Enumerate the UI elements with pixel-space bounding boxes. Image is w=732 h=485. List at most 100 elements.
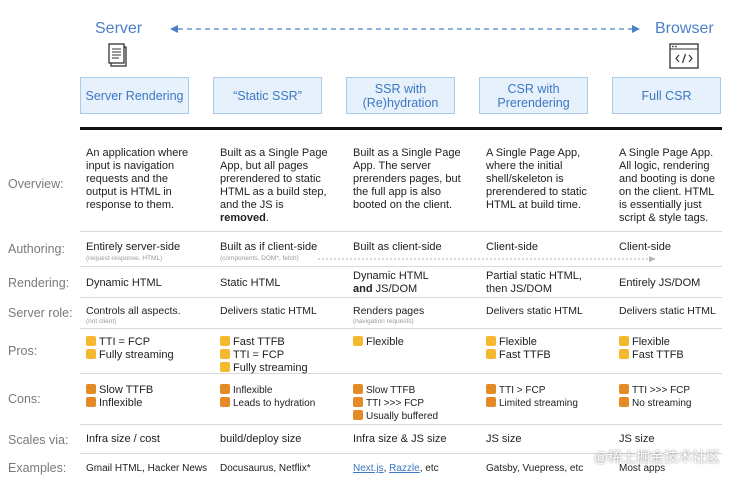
cons-csr-prerendering: TTI > FCP Limited streaming <box>486 384 578 410</box>
server-document-icon <box>108 43 127 67</box>
pro-text: Fast TTFB <box>233 336 285 348</box>
pro-text: Fast TTFB <box>632 349 684 361</box>
column-ssr-rehydration: SSR with (Re)hydration <box>346 77 455 114</box>
overview-server-rendering: An application where input is navigation… <box>86 147 189 211</box>
authoring-sub-0: (request-response, HTML) <box>86 255 163 262</box>
overview-csr-prerendering: A Single Page App, where the initial she… <box>486 147 587 211</box>
rendering-csr-prerendering: Partial static HTML, then JS/DOM <box>486 270 582 295</box>
con-item: Limited streaming <box>486 397 578 410</box>
con-text: Limited streaming <box>499 398 578 409</box>
row-label-examples: Examples: <box>8 461 67 475</box>
server-role-sub-1: (navigation requests) <box>353 318 414 325</box>
thumbs-up-icon <box>86 336 96 346</box>
pro-item: Fast TTFB <box>220 336 308 349</box>
row-divider <box>80 266 722 267</box>
authoring-ssr-rehydration: Built as client-side <box>353 241 442 253</box>
authoring-static-ssr: Built as if client-side <box>220 241 318 253</box>
thumbs-down-icon <box>353 410 363 420</box>
removed-word: removed <box>220 212 266 224</box>
con-item: TTI >>> FCP <box>353 397 438 410</box>
row-label-rendering: Rendering: <box>8 276 70 290</box>
row-label-authoring: Authoring: <box>8 242 65 256</box>
rendering-full-csr: Entirely JS/DOM <box>619 277 701 289</box>
con-text: Usually buffered <box>366 411 439 422</box>
con-text: No streaming <box>632 398 692 409</box>
server-role-ssr-rehydration: Renders pages <box>353 305 425 317</box>
column-label: CSR with Prerendering <box>497 81 570 110</box>
scales-csr-prerendering: JS size <box>486 433 522 445</box>
nextjs-link[interactable]: Next.js <box>353 463 384 474</box>
con-item: Slow TTFB <box>86 384 153 397</box>
thumbs-down-icon <box>86 397 96 407</box>
server-role-full-csr: Delivers static HTML <box>619 305 716 317</box>
row-label-overview: Overview: <box>8 177 64 191</box>
con-text: Leads to hydration <box>233 398 316 409</box>
column-label: SSR with (Re)hydration <box>362 81 439 110</box>
rendering-and-suffix: JS/DOM <box>372 283 418 295</box>
con-text: TTI >>> FCP <box>366 398 425 409</box>
con-text: Inflexible <box>233 385 273 396</box>
cons-full-csr: TTI >>> FCP No streaming <box>619 384 691 410</box>
thumbs-up-icon <box>353 336 363 346</box>
thumbs-up-icon <box>619 349 629 359</box>
thumbs-up-icon <box>220 336 230 346</box>
pro-text: TTI = FCP <box>233 349 285 361</box>
column-full-csr: Full CSR <box>612 77 721 114</box>
con-item: Inflexible <box>86 397 153 410</box>
rendering-static-ssr: Static HTML <box>220 277 281 289</box>
header-divider <box>80 127 722 130</box>
authoring-csr-prerendering: Client-side <box>486 241 538 253</box>
row-divider <box>80 453 722 454</box>
thumbs-down-icon <box>486 397 496 407</box>
con-text: TTI >>> FCP <box>632 385 691 396</box>
con-item: Slow TTFB <box>353 384 438 397</box>
cons-server-rendering: Slow TTFB Inflexible <box>86 384 153 410</box>
pro-item: TTI = FCP <box>86 336 174 349</box>
dashed-arrow <box>170 25 640 33</box>
razzle-link[interactable]: Razzle <box>389 463 420 474</box>
examples-server-rendering: Gmail HTML, Hacker News <box>86 463 208 474</box>
con-item: Inflexible <box>220 384 315 397</box>
row-divider <box>80 373 722 374</box>
authoring-full-csr: Client-side <box>619 241 671 253</box>
thumbs-down-icon <box>220 384 230 394</box>
watermark: @稀土掘金技术社区 <box>593 449 720 465</box>
row-divider <box>80 328 722 329</box>
rendering-ssr-rehydration: Dynamic HTML and JS/DOM <box>353 270 465 296</box>
authoring-sub-1: (components, DOM*, fetch) <box>220 255 299 262</box>
pro-text: Flexible <box>632 336 670 348</box>
thumbs-up-icon <box>486 349 496 359</box>
authoring-dotted-arrow <box>318 256 656 262</box>
row-divider <box>80 297 722 298</box>
examples-static-ssr: Docusaurus, Netflix* <box>220 463 311 474</box>
authoring-server-rendering: Entirely server-side <box>86 241 181 253</box>
cons-static-ssr: Inflexible Leads to hydration <box>220 384 315 410</box>
con-item: Usually buffered <box>353 410 438 423</box>
pros-ssr-rehydration: Flexible <box>353 336 404 349</box>
server-label: Server <box>95 20 143 37</box>
scales-ssr-rehydration: Infra size & JS size <box>353 433 447 445</box>
overview-static-ssr: Built as a Single Page App, but all page… <box>220 147 332 225</box>
row-label-server-role: Server role: <box>8 306 73 320</box>
con-item: TTI >>> FCP <box>619 384 691 397</box>
pro-text: TTI = FCP <box>99 336 151 348</box>
con-item: No streaming <box>619 397 691 410</box>
pro-text: Flexible <box>499 336 537 348</box>
column-csr-prerendering: CSR with Prerendering <box>479 77 588 114</box>
server-role-server-rendering: Controls all aspects. <box>86 305 181 317</box>
con-item: TTI > FCP <box>486 384 578 397</box>
thumbs-down-icon <box>619 397 629 407</box>
pro-text: Fully streaming <box>99 349 174 361</box>
con-text: Slow TTFB <box>366 385 416 396</box>
con-item: Leads to hydration <box>220 397 315 410</box>
pro-text: Flexible <box>366 336 404 348</box>
pro-item: Flexible <box>353 336 404 349</box>
scales-static-ssr: build/deploy size <box>220 433 302 445</box>
con-text: Slow TTFB <box>99 384 154 396</box>
row-divider <box>80 424 722 425</box>
scales-server-rendering: Infra size / cost <box>86 433 160 445</box>
column-static-ssr: “Static SSR” <box>213 77 322 114</box>
thumbs-down-icon <box>619 384 629 394</box>
rendering-server-rendering: Dynamic HTML <box>86 277 162 289</box>
overview-static-ssr-text: Built as a Single Page App, but all page… <box>220 147 328 211</box>
